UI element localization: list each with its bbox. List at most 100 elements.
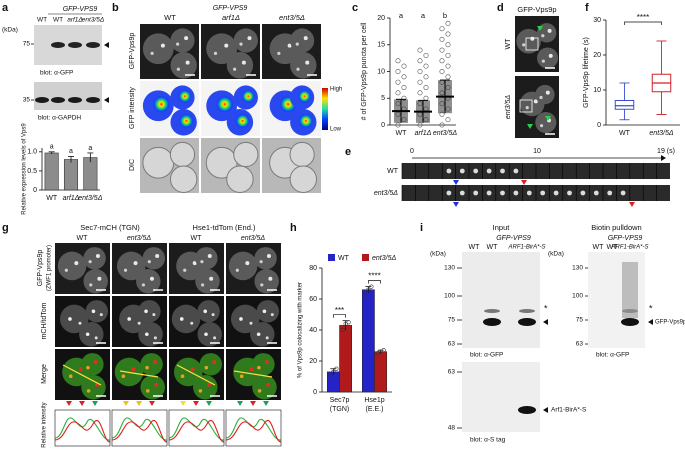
y-tick-label: 20 xyxy=(593,52,601,59)
data-point xyxy=(401,63,407,69)
cell xyxy=(226,52,254,79)
x-tick-label: Hse1p xyxy=(364,397,384,404)
intensity-profile xyxy=(111,420,168,443)
arrowhead xyxy=(648,319,653,325)
band xyxy=(68,97,82,103)
data-point xyxy=(445,42,451,48)
label: 100 xyxy=(444,293,455,300)
cell xyxy=(525,105,529,110)
x-tick-label: arf1Δ xyxy=(63,195,80,202)
cell xyxy=(146,389,150,393)
arrowhead xyxy=(543,319,548,325)
label: 0 xyxy=(410,148,414,155)
cell xyxy=(252,375,277,400)
cell xyxy=(123,268,128,272)
band xyxy=(519,309,535,313)
cell xyxy=(289,165,317,193)
cell xyxy=(539,124,544,128)
label: (kDa) xyxy=(430,251,446,258)
cell xyxy=(247,36,252,41)
data-point xyxy=(439,122,445,128)
bar xyxy=(44,152,59,191)
cell xyxy=(513,190,519,196)
line-scan xyxy=(176,364,216,386)
cell xyxy=(547,28,552,33)
cell xyxy=(140,353,163,376)
arrowhead xyxy=(79,401,85,406)
panel-label: e xyxy=(345,146,351,158)
y-tick-label: 80 xyxy=(309,265,317,272)
data-point xyxy=(445,63,451,69)
data-point xyxy=(417,47,423,53)
data-point xyxy=(363,292,368,297)
cell xyxy=(94,336,98,340)
label: mCH/tdTom xyxy=(41,302,48,339)
cell xyxy=(78,321,82,325)
legend-label: WT xyxy=(338,255,350,262)
cell xyxy=(160,43,165,48)
cell xyxy=(553,190,559,196)
label: * xyxy=(544,303,548,313)
label: WT xyxy=(487,244,499,251)
data-point xyxy=(401,85,407,91)
cell xyxy=(171,304,201,334)
cell xyxy=(305,60,310,65)
x-tick-label: ent3/5Δ xyxy=(433,130,457,137)
label: 48 xyxy=(448,425,456,432)
cell xyxy=(268,276,273,281)
cell xyxy=(152,360,157,365)
label: 130 xyxy=(572,265,583,272)
cell xyxy=(213,336,217,340)
cell xyxy=(199,353,223,376)
panel-label: f xyxy=(585,2,589,14)
data-point xyxy=(417,79,423,85)
roi xyxy=(519,99,533,113)
cell xyxy=(257,365,261,370)
cell xyxy=(85,300,109,323)
bar xyxy=(362,289,375,393)
cell xyxy=(209,276,214,281)
cell xyxy=(250,322,275,347)
cell xyxy=(211,313,215,317)
arrowhead xyxy=(206,401,212,406)
arrowhead xyxy=(545,116,551,121)
arrowhead xyxy=(104,42,109,48)
label: ent3/5Δ xyxy=(279,13,305,22)
cell xyxy=(567,190,572,196)
arrowhead xyxy=(104,97,109,103)
x-tick-label: WT xyxy=(46,195,58,202)
cell xyxy=(190,367,195,372)
significance-bracket xyxy=(368,280,381,284)
data-point xyxy=(445,20,451,26)
bar xyxy=(83,157,98,191)
cell xyxy=(235,113,250,129)
data-point xyxy=(439,36,445,42)
cell xyxy=(147,260,151,264)
label: WT xyxy=(593,244,605,251)
cell xyxy=(79,322,104,347)
label: ARF1-BirA*-S xyxy=(507,245,545,251)
data-point xyxy=(328,372,333,378)
intensity-profile xyxy=(111,417,168,441)
cell xyxy=(170,52,197,79)
cell xyxy=(195,269,220,294)
label: WT xyxy=(53,17,63,24)
cell xyxy=(127,317,131,321)
cell xyxy=(68,317,72,321)
cell xyxy=(526,190,532,196)
y-tick-label: 60 xyxy=(309,296,317,303)
arrowhead xyxy=(263,401,269,406)
arrowhead xyxy=(66,401,72,406)
significance: **** xyxy=(637,13,649,22)
box xyxy=(614,100,635,110)
label: Arf1-BirA*-S xyxy=(551,407,587,414)
cell xyxy=(204,332,208,337)
panel-label: i xyxy=(420,222,423,234)
cell xyxy=(93,360,98,365)
label: ent3/5Δ xyxy=(127,235,151,242)
cell xyxy=(252,353,275,376)
cell xyxy=(150,51,154,55)
data-point xyxy=(439,47,445,53)
line-scan xyxy=(233,370,273,378)
label: arf1Δ xyxy=(67,17,83,24)
